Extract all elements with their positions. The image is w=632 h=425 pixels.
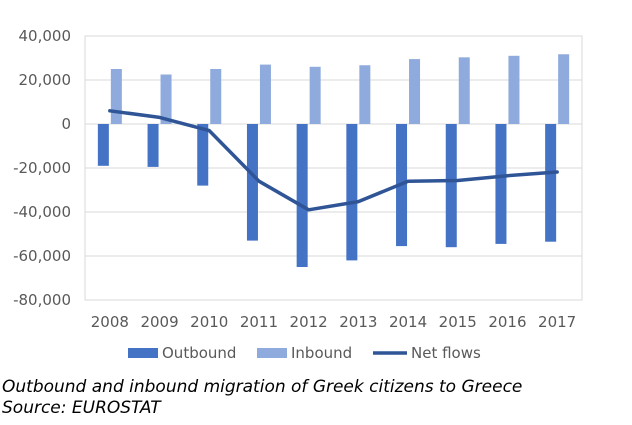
bar-outbound	[97, 124, 109, 166]
y-tick-label: -60,000	[13, 247, 71, 265]
legend-label: Outbound	[162, 344, 236, 362]
x-axis: 2008 2009 2010 2011 2012 2013 2014 2015 2016 2017	[91, 313, 576, 331]
x-tick-label: 2016	[488, 313, 526, 331]
migration-chart: 40,000 20,000 0 -20,000 -40,000 -60,000 -80,00…	[13, 27, 583, 362]
bar-inbound	[409, 59, 421, 124]
bar-inbound	[558, 54, 570, 125]
legend-label: Inbound	[291, 344, 352, 362]
legend: Outbound Inbound Net flows	[128, 344, 481, 362]
x-tick-label: 2012	[290, 313, 328, 331]
bar-inbound	[309, 66, 321, 124]
x-tick-label: 2010	[190, 313, 228, 331]
bar-outbound	[545, 124, 557, 242]
bar-outbound	[197, 124, 209, 186]
bar-outbound	[147, 124, 159, 167]
y-axis: 40,000 20,000 0 -20,000 -40,000 -60,000 -80,00…	[13, 27, 71, 309]
net-flows-line-group	[108, 109, 559, 212]
legend-swatch-inbound	[257, 348, 287, 358]
bar-outbound	[296, 124, 308, 267]
net-flows-line	[108, 109, 559, 212]
x-tick-label: 2009	[140, 313, 178, 331]
bar-inbound	[110, 69, 122, 124]
x-tick-label: 2017	[538, 313, 576, 331]
bar-inbound	[359, 65, 371, 124]
y-tick-label: -80,000	[13, 291, 71, 309]
y-tick-label: 0	[61, 115, 71, 133]
y-tick-label: 40,000	[19, 27, 72, 45]
caption-source: Source: EUROSTAT	[2, 398, 161, 418]
x-tick-label: 2008	[91, 313, 129, 331]
bar-outbound	[346, 124, 358, 261]
bar-inbound	[508, 55, 520, 124]
y-tick-label: -20,000	[13, 159, 71, 177]
legend-label: Net flows	[411, 344, 481, 362]
y-tick-label: 20,000	[19, 71, 72, 89]
x-tick-label: 2013	[339, 313, 377, 331]
caption-title: Outbound and inbound migration of Greek …	[2, 377, 523, 397]
x-tick-label: 2011	[240, 313, 278, 331]
bar-outbound	[246, 124, 258, 241]
bar-inbound	[458, 57, 470, 125]
y-tick-label: -40,000	[13, 203, 71, 221]
bar-outbound	[445, 124, 457, 248]
bar-inbound	[259, 64, 271, 124]
bar-outbound	[495, 124, 507, 244]
x-tick-label: 2014	[389, 313, 427, 331]
legend-swatch-outbound	[128, 348, 158, 358]
x-tick-label: 2015	[439, 313, 477, 331]
bar-inbound	[160, 74, 172, 124]
bar-inbound	[210, 69, 222, 124]
